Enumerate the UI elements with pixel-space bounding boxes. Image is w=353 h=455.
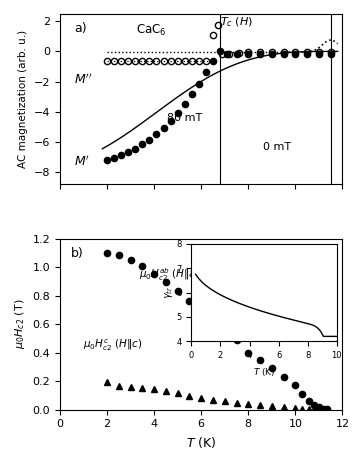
Text: $T_c$ $(H)$: $T_c$ $(H)$ bbox=[220, 16, 253, 30]
Text: 0 mT: 0 mT bbox=[263, 142, 292, 152]
Text: $M''$: $M''$ bbox=[74, 72, 92, 86]
Text: a): a) bbox=[74, 22, 87, 35]
Y-axis label: $\mu_0 H_{c2}$ (T): $\mu_0 H_{c2}$ (T) bbox=[13, 299, 27, 349]
Text: $\mu_0 H_{c2}^{c}$ $(H\| c)$: $\mu_0 H_{c2}^{c}$ $(H\| c)$ bbox=[83, 338, 142, 353]
Y-axis label: AC magnetization (arb. u.): AC magnetization (arb. u.) bbox=[18, 30, 28, 168]
X-axis label: $T$ (K): $T$ (K) bbox=[186, 435, 216, 450]
Text: b): b) bbox=[71, 248, 84, 260]
Text: $M'$: $M'$ bbox=[74, 154, 90, 168]
Text: 80 mT: 80 mT bbox=[167, 113, 203, 123]
Text: $\mu_0 H_{c2}^{ab}$ $(H\| ab)$: $\mu_0 H_{c2}^{ab}$ $(H\| ab)$ bbox=[139, 266, 207, 283]
Text: CaC$_6$: CaC$_6$ bbox=[136, 23, 167, 38]
